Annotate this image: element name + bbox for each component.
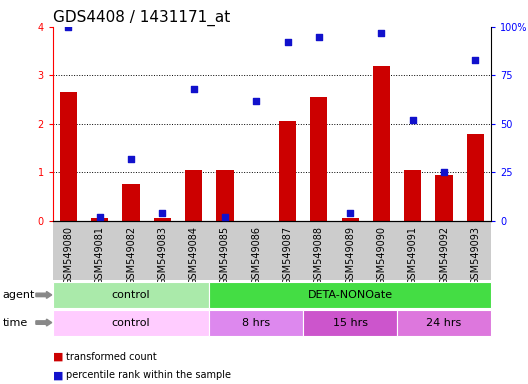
Text: GDS4408 / 1431171_at: GDS4408 / 1431171_at [53,10,230,26]
Text: control: control [112,290,150,300]
Point [252,98,260,104]
Point [377,30,385,36]
Text: agent: agent [3,290,35,300]
Bar [467,134,484,221]
Point [346,210,354,216]
Text: transformed count: transformed count [66,352,157,362]
Point [221,214,229,220]
Text: 8 hrs: 8 hrs [242,318,270,328]
Bar [373,66,390,221]
Text: ■: ■ [53,352,63,362]
Bar [60,92,77,221]
Text: percentile rank within the sample: percentile rank within the sample [66,370,231,380]
Point [127,156,135,162]
Text: 15 hrs: 15 hrs [333,318,367,328]
Bar [342,218,359,221]
Point [409,117,417,123]
Bar [122,184,140,221]
Bar [310,97,327,221]
Bar [404,170,421,221]
Point [190,86,198,92]
Text: DETA-NONOate: DETA-NONOate [308,290,393,300]
Point [158,210,167,216]
Bar [216,170,233,221]
Point [284,39,292,45]
Point [440,169,448,175]
Point [64,24,73,30]
Bar [154,218,171,221]
Text: control: control [112,318,150,328]
Text: ■: ■ [53,370,63,380]
Bar [279,121,296,221]
Text: 24 hrs: 24 hrs [427,318,461,328]
Bar [185,170,202,221]
Point [96,214,104,220]
Point [471,57,479,63]
Bar [91,218,108,221]
Text: time: time [3,318,28,328]
Bar [436,175,452,221]
Point [315,33,323,40]
